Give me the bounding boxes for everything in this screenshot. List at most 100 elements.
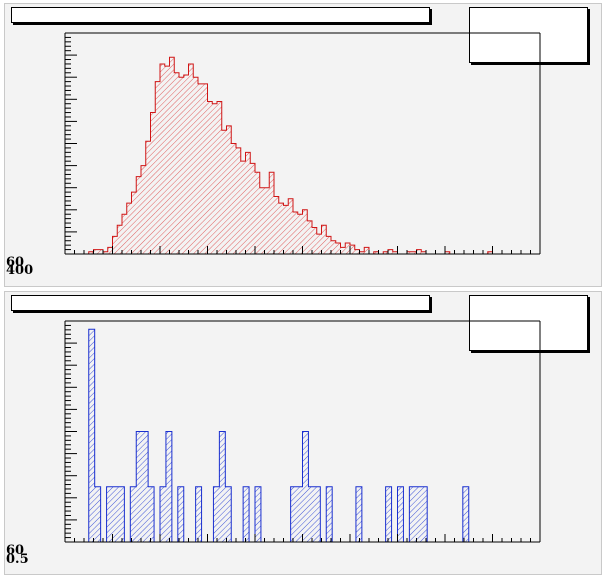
top-bar: [302, 209, 308, 254]
bottom-bar: [302, 431, 309, 542]
top-bar: [373, 251, 379, 254]
top-bar: [93, 249, 99, 254]
bottom-title-box: [11, 295, 430, 311]
top-bar: [250, 163, 255, 254]
top-bar: [236, 147, 241, 254]
top-bar: [141, 165, 146, 254]
top-bar: [411, 251, 417, 254]
top-bar: [383, 251, 388, 254]
top-bar: [217, 101, 222, 254]
bottom-bar: [160, 486, 166, 542]
top-bar: [198, 83, 203, 254]
top-bar: [169, 57, 175, 255]
bottom-bar: [397, 486, 404, 542]
top-bar: [288, 198, 293, 254]
top-bar: [160, 63, 165, 254]
top-bar: [207, 101, 213, 254]
bottom-bar: [165, 431, 172, 542]
bottom-bar: [148, 486, 155, 542]
bottom-bar: [219, 431, 226, 542]
top-bar: [255, 172, 260, 254]
top-bar: [131, 192, 137, 254]
bottom-bar: [326, 486, 333, 542]
top-bar: [88, 251, 94, 254]
top-bar: [293, 212, 298, 254]
top-bar: [183, 74, 189, 255]
top-bar: [264, 187, 270, 254]
top-bar: [164, 66, 170, 255]
top-bar: [126, 203, 132, 254]
top-bar: [240, 161, 246, 254]
top-y-axis-label-a: 60: [6, 255, 25, 270]
top-bar: [359, 251, 365, 254]
top-bar: [122, 214, 127, 254]
bottom-bar: [385, 486, 392, 542]
bottom-bar: [290, 486, 297, 542]
bottom-bar: [409, 486, 416, 542]
top-bar: [340, 247, 346, 254]
top-bar: [269, 172, 274, 254]
top-bar: [326, 236, 331, 254]
top-bar: [345, 242, 350, 254]
top-bar: [350, 245, 355, 254]
bottom-bar: [415, 486, 422, 542]
top-bar: [107, 247, 113, 254]
top-bar: [278, 203, 284, 254]
top-bar: [421, 251, 426, 254]
bottom-bar: [94, 486, 101, 542]
bottom-bar: [255, 486, 261, 542]
top-bar: [274, 196, 279, 254]
top-bar: [212, 103, 217, 254]
top-bar: [202, 83, 208, 254]
top-bar: [155, 81, 160, 255]
top-bar: [226, 125, 232, 254]
bottom-bar: [118, 486, 125, 542]
top-bar: [259, 187, 265, 254]
bottom-bar: [195, 486, 202, 542]
top-bar: [245, 152, 251, 254]
bottom-bar: [130, 486, 137, 542]
top-bar: [316, 234, 322, 254]
bottom-y-axis-label-b: 0.5: [6, 552, 29, 567]
top-bar: [487, 251, 493, 254]
bottom-bar: [308, 486, 315, 542]
top-title-box: [11, 7, 430, 23]
bottom-histogram: [64, 320, 541, 543]
top-bar: [117, 225, 122, 254]
top-bar: [231, 143, 236, 254]
top-bar: [283, 205, 289, 254]
bottom-bar: [112, 486, 119, 542]
bottom-bar: [243, 486, 250, 542]
bottom-bar: [88, 329, 95, 542]
top-bar: [392, 251, 398, 254]
bottom-bar: [462, 486, 469, 542]
bottom-stats-box: [469, 295, 588, 351]
top-bar: [103, 251, 108, 254]
bottom-bar: [225, 486, 232, 542]
top-bar: [388, 249, 393, 254]
top-bar: [331, 240, 336, 254]
top-bar: [98, 249, 103, 254]
top-bar: [416, 249, 422, 254]
top-bar: [312, 227, 317, 254]
bottom-bar: [296, 486, 303, 542]
top-stats-box: [469, 7, 588, 63]
top-bar: [321, 225, 327, 254]
top-bar: [174, 72, 179, 254]
top-bar: [136, 176, 141, 254]
top-bar: [364, 247, 369, 254]
bottom-bar: [314, 486, 321, 542]
top-bar: [407, 251, 412, 254]
top-y-axis-label-b: 400: [6, 263, 34, 278]
top-bar: [188, 63, 194, 254]
top-bar: [150, 112, 156, 254]
top-bar: [193, 77, 198, 254]
bottom-bar: [213, 486, 220, 542]
top-bar: [221, 130, 227, 254]
bottom-bar: [421, 486, 428, 542]
bottom-bar: [106, 486, 113, 542]
top-bar: [179, 77, 184, 254]
bottom-bar: [355, 486, 362, 542]
top-bar: [297, 214, 303, 254]
